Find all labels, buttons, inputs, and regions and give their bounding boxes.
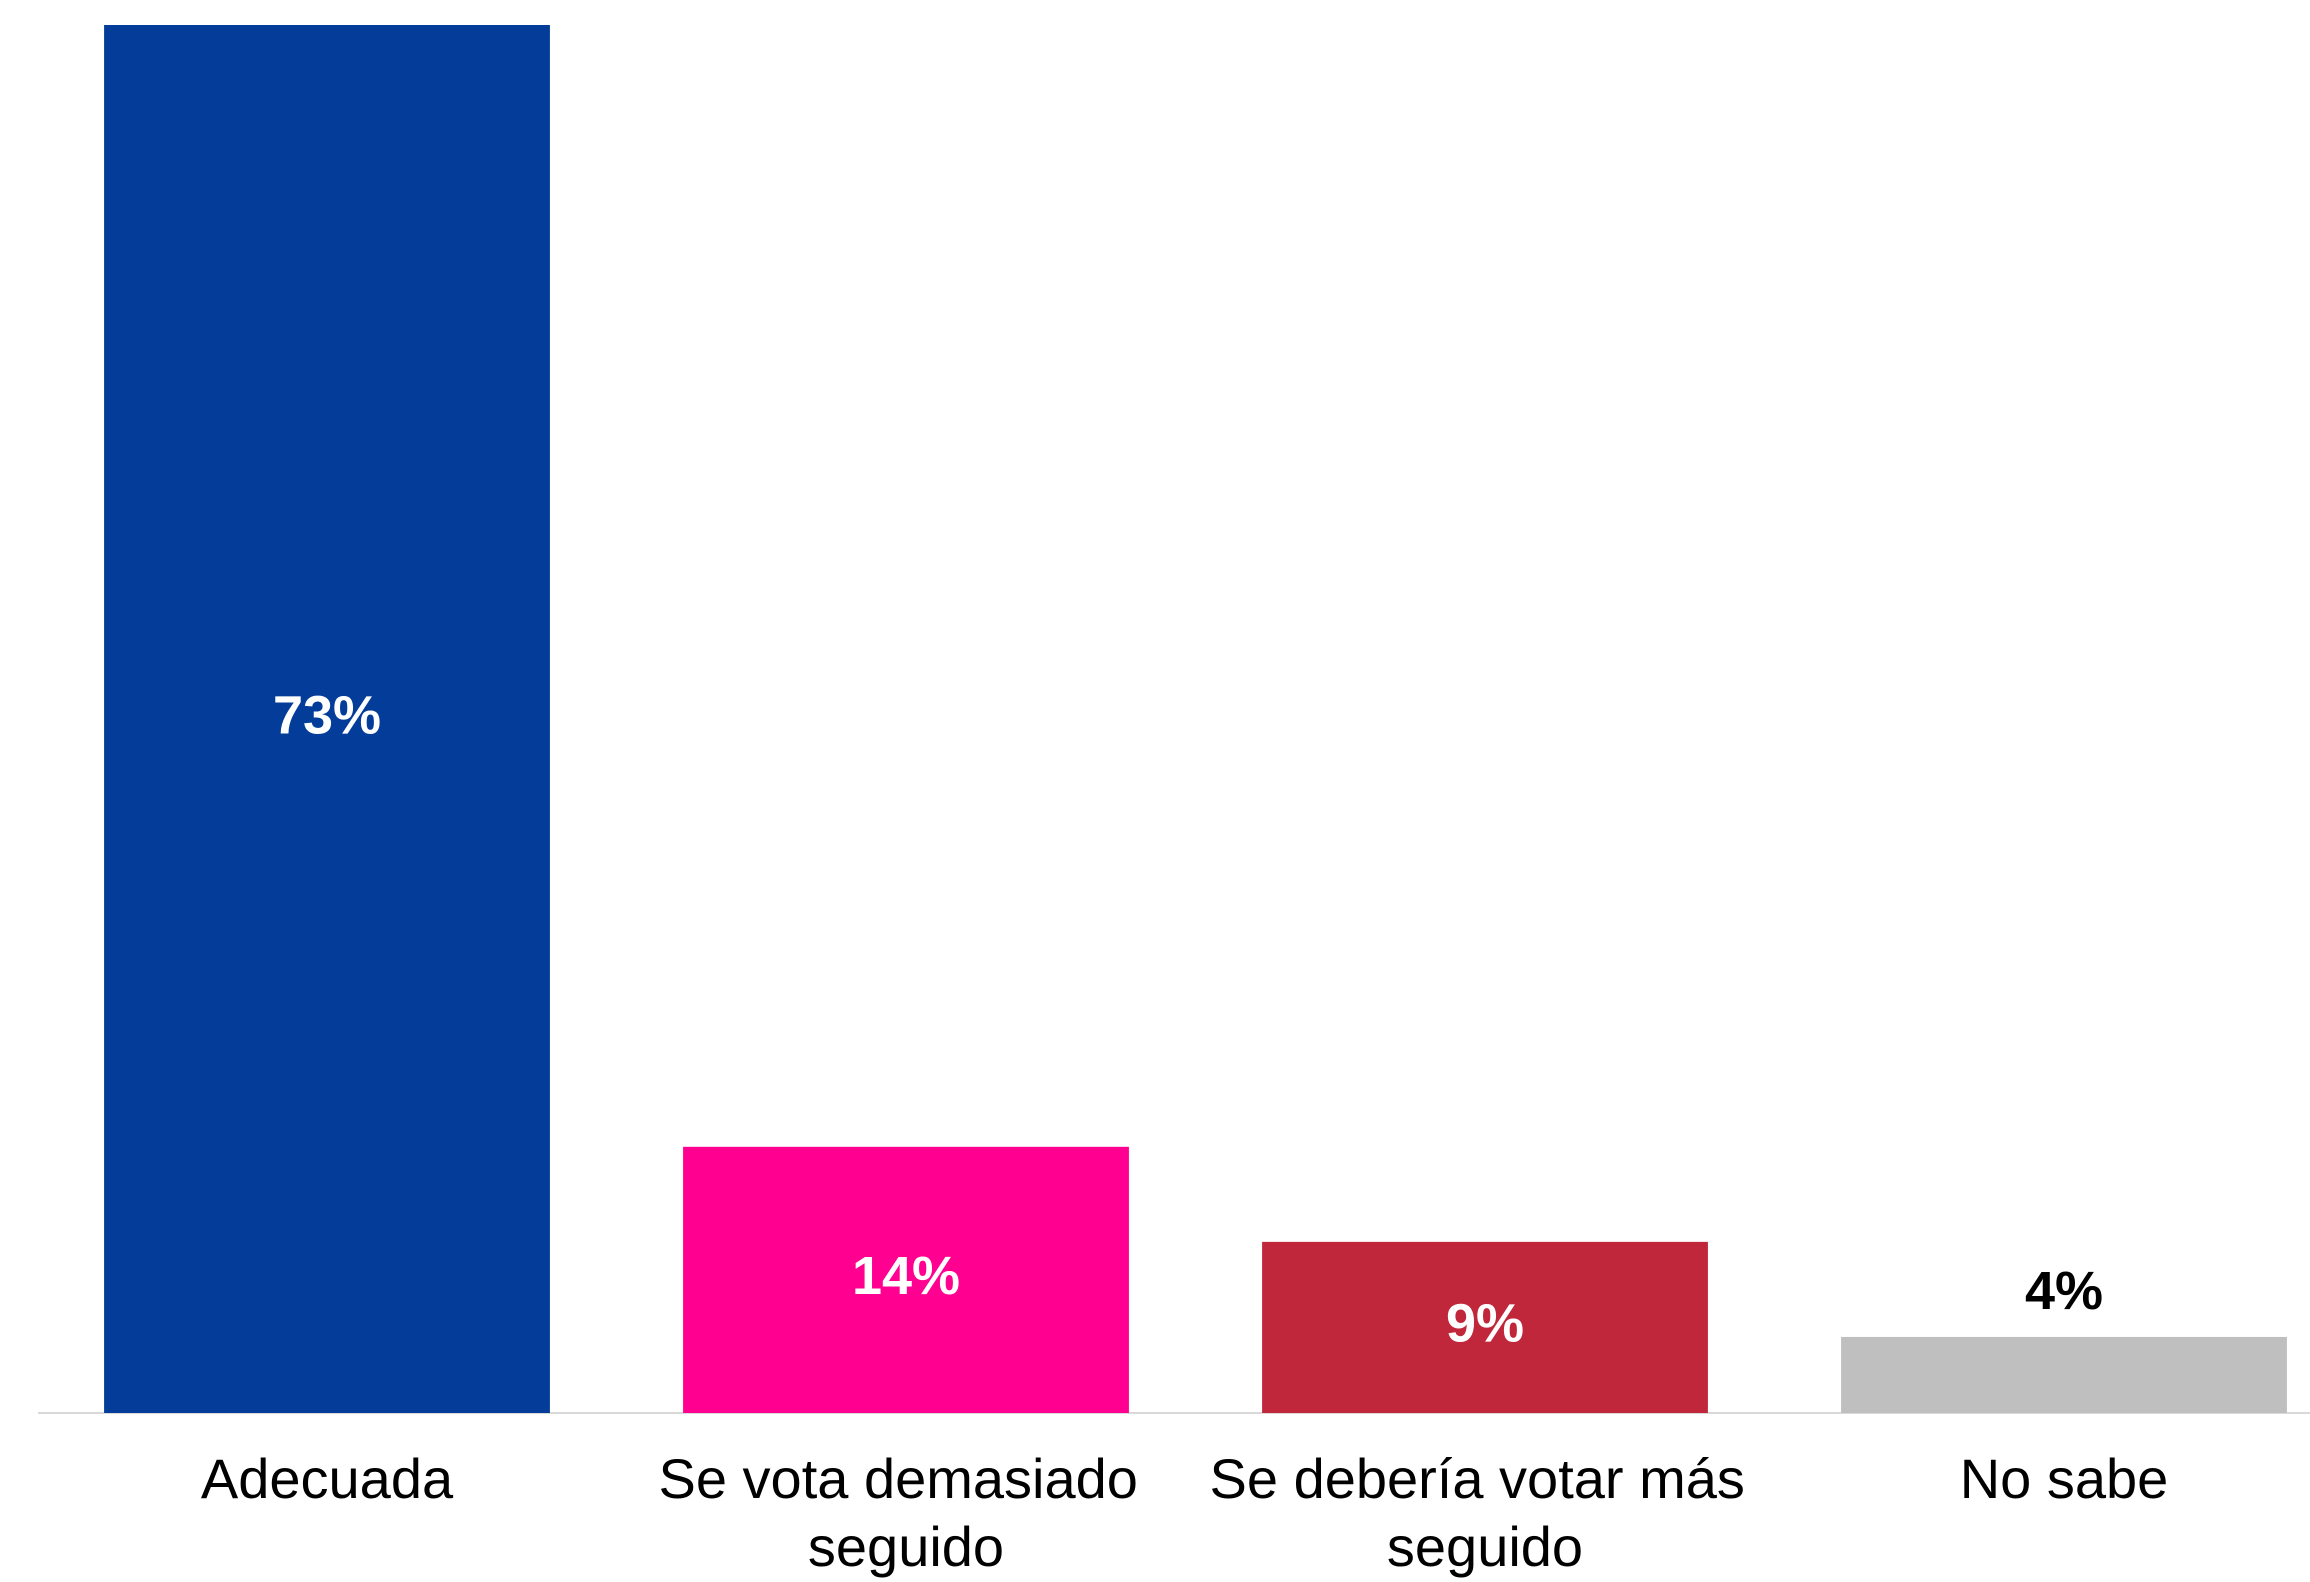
value-label: 14% [852, 1246, 960, 1306]
bar [104, 25, 550, 1413]
value-label: 4% [2025, 1261, 2103, 1321]
x-tick-label: Se debería votar más seguido [1210, 1447, 1761, 1578]
bar [1262, 1241, 1708, 1413]
x-tick-label: Adecuada [201, 1447, 454, 1510]
value-label: 9% [1446, 1294, 1524, 1354]
x-tick-label: Se vota demasiado seguido [659, 1447, 1154, 1578]
x-tick-label: No sabe [1960, 1447, 2169, 1510]
bar [1841, 1336, 2287, 1413]
bar [683, 1146, 1129, 1413]
value-label: 73% [273, 685, 381, 745]
